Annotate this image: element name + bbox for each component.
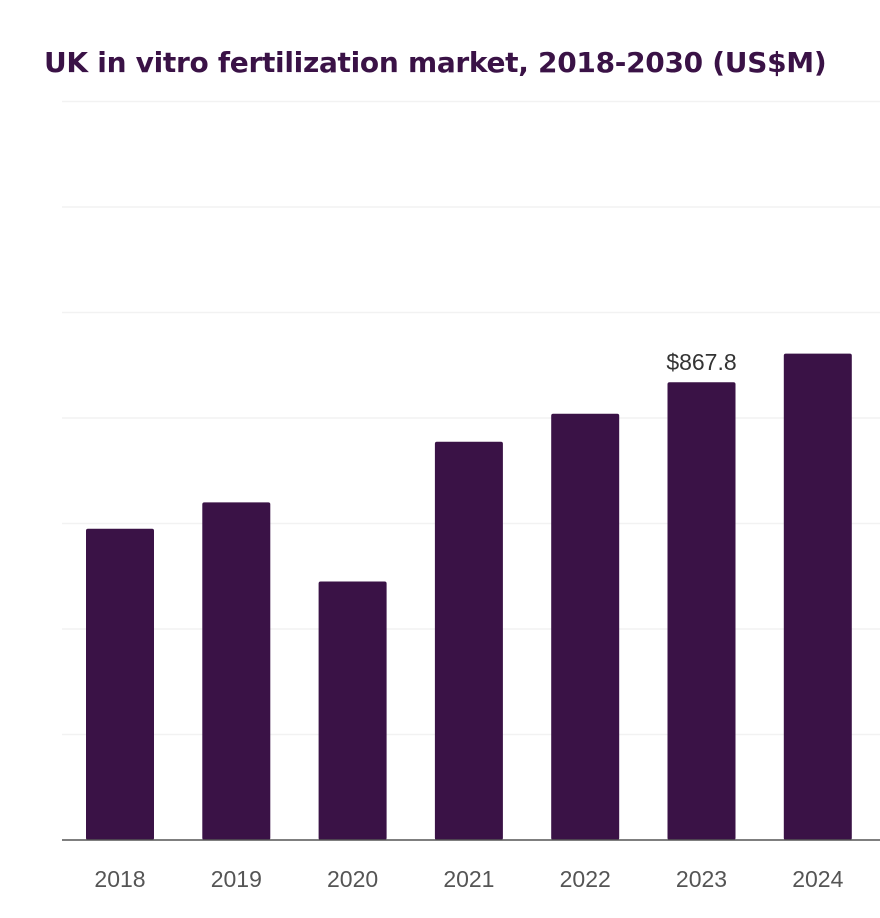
x-tick-label: 2018 [94, 866, 145, 892]
bar-2018 [86, 528, 154, 840]
data-label-2023: $867.8 [666, 349, 736, 375]
bar-2020 [318, 581, 387, 840]
bar-2021 [434, 441, 503, 840]
chart-title: UK in vitro fertilization market, 2018-2… [44, 46, 827, 79]
bar-2023 [667, 382, 736, 840]
x-tick-label: 2020 [327, 866, 378, 892]
data-labels: $867.8 [666, 349, 736, 375]
bars [86, 353, 852, 840]
x-tick-label: 2019 [211, 866, 262, 892]
x-tick-label: 2023 [676, 866, 727, 892]
bar-2022 [551, 413, 620, 840]
bar-2019 [202, 502, 271, 840]
bar-2024 [783, 353, 852, 840]
x-axis-ticks: 2018 2019 2020 2021 2022 2023 2024 [94, 866, 843, 892]
x-tick-label: 2021 [443, 866, 494, 892]
x-tick-label: 2022 [560, 866, 611, 892]
x-tick-label: 2024 [792, 866, 843, 892]
